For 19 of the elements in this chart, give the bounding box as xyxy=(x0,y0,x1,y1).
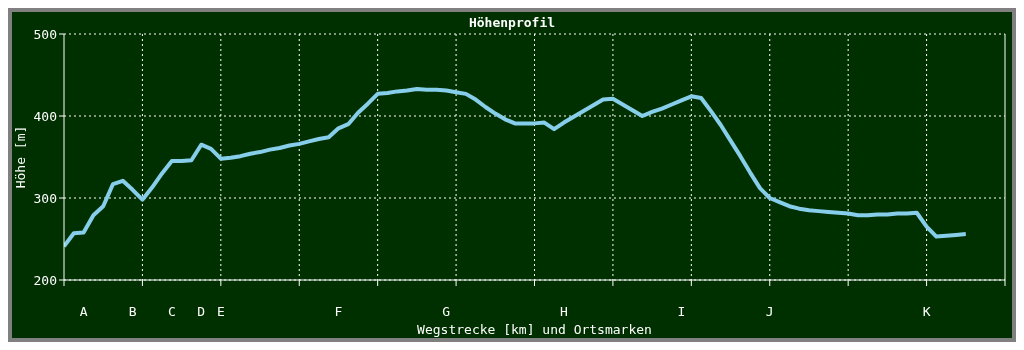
y-tick-label: 300 xyxy=(33,190,57,206)
x-tick-label: D xyxy=(197,304,206,319)
x-tick-label: B xyxy=(128,304,137,319)
y-tick-label: 200 xyxy=(33,272,57,288)
line-series xyxy=(64,86,968,249)
x-tick-label: E xyxy=(216,304,225,319)
y-tick-label: 500 xyxy=(33,26,57,42)
y-tick-label: 400 xyxy=(33,108,57,124)
x-tick-label: G xyxy=(442,304,451,319)
x-tick-label: K xyxy=(922,304,931,319)
x-tick-label: I xyxy=(677,304,686,319)
y-axis-title: Höhe [m] xyxy=(12,125,28,189)
x-tick-label: F xyxy=(334,304,343,319)
x-tick-label: J xyxy=(765,304,774,319)
x-axis-title: Wegstrecke [km] und Ortsmarken xyxy=(417,322,652,337)
x-tick-label: C xyxy=(167,304,176,319)
x-tick-label: H xyxy=(559,304,568,319)
x-tick-label: A xyxy=(79,304,88,319)
chart-title: Höhenprofil xyxy=(468,15,556,30)
